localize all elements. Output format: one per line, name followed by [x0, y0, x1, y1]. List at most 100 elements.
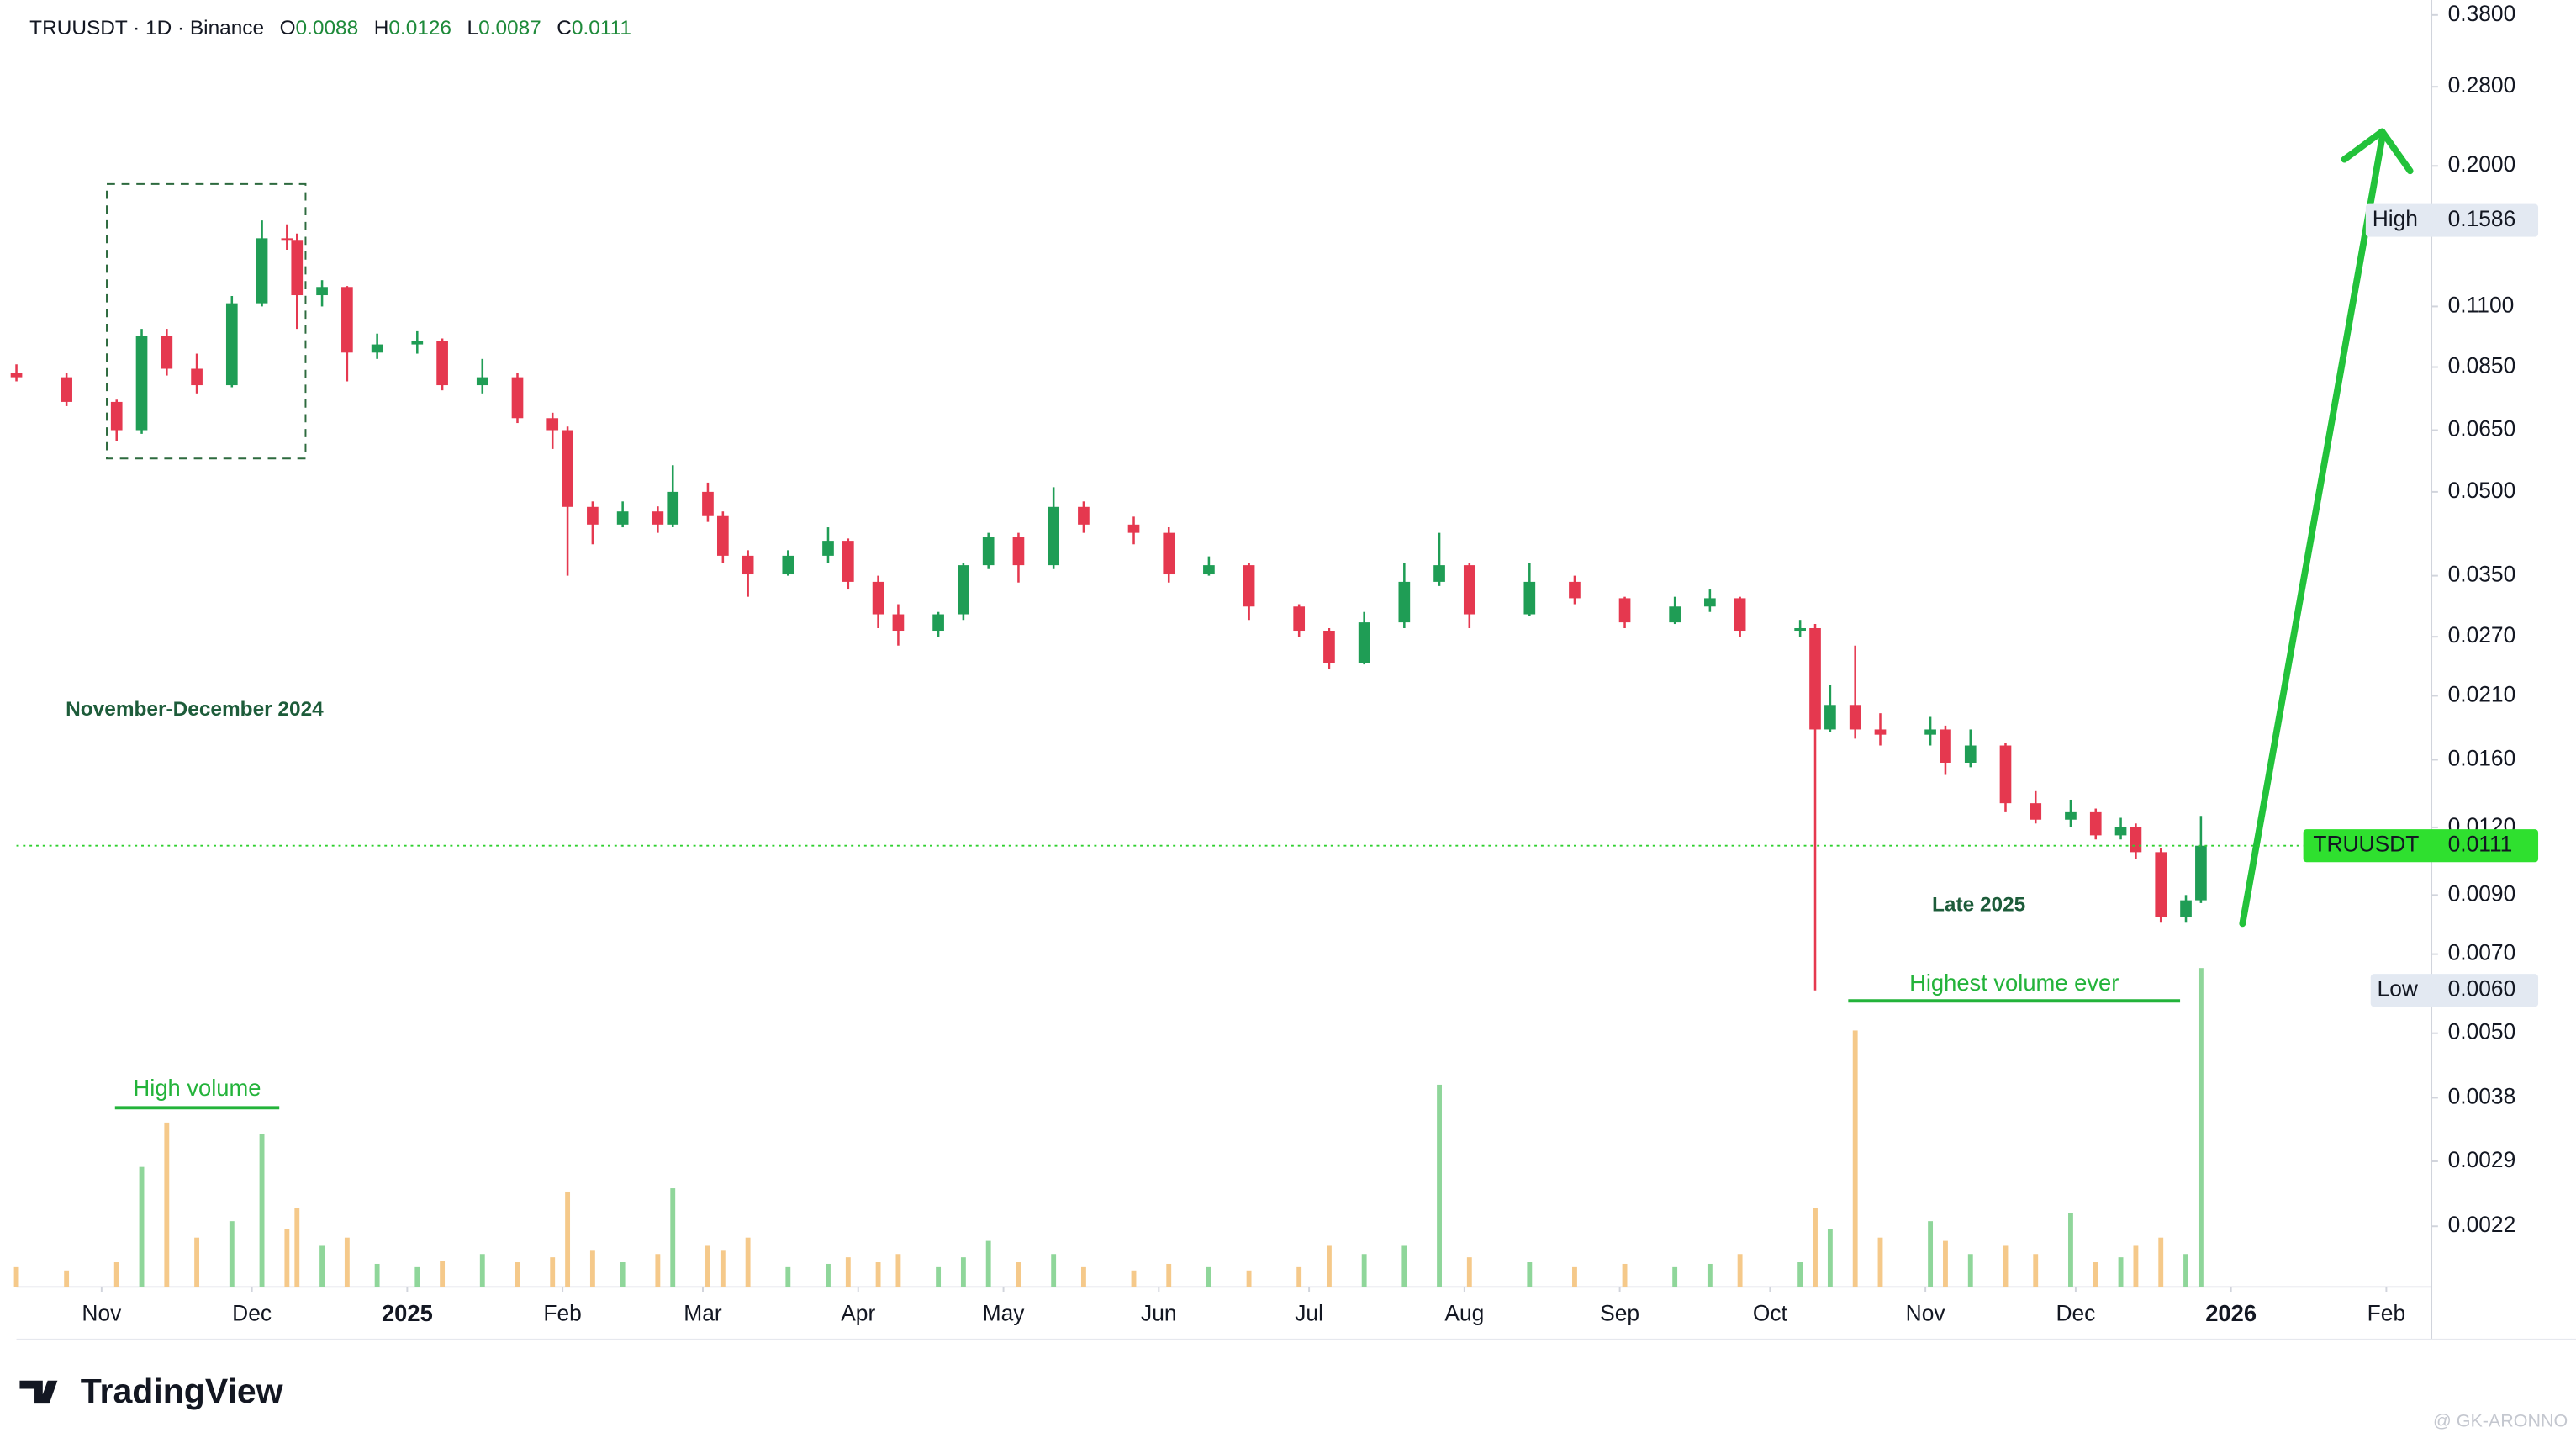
candle-body: [1203, 565, 1215, 575]
candle-body: [2065, 811, 2077, 820]
candle-body: [652, 511, 664, 525]
volume-bar: [2068, 1213, 2073, 1287]
volume-bar: [1166, 1263, 1172, 1287]
candle-body: [587, 506, 599, 525]
candle-body: [1523, 581, 1536, 615]
candle-body: [1618, 598, 1631, 623]
volume-bar: [1527, 1262, 1533, 1287]
volume-bar: [479, 1254, 485, 1287]
candle-body: [1794, 628, 1806, 632]
candle-body: [716, 515, 729, 556]
candle-body: [411, 341, 424, 345]
candle-body: [1048, 506, 1060, 566]
volume-bar: [960, 1257, 966, 1287]
candle-body: [1463, 565, 1475, 615]
volume-bar: [1401, 1245, 1407, 1287]
y-tick-label: 0.0500: [2448, 478, 2516, 503]
volume-bar: [1967, 1254, 1973, 1287]
candle-body: [1964, 745, 1977, 763]
volume-bar: [1928, 1221, 1934, 1287]
candle-body: [371, 344, 383, 353]
volume-bar: [550, 1257, 556, 1287]
annotation: Late 2025: [1932, 893, 2025, 916]
candle-body: [341, 287, 353, 353]
volume-bar: [13, 1266, 19, 1287]
price-label-value: 0.0060: [2448, 976, 2516, 1002]
volume-bar: [720, 1250, 726, 1287]
volume-bar: [1622, 1263, 1628, 1287]
y-tick-label: 0.0350: [2448, 562, 2516, 587]
volume-bar: [1466, 1257, 1472, 1287]
volume-bar: [1707, 1263, 1713, 1287]
volume-bar: [294, 1208, 300, 1287]
candle-body: [316, 287, 328, 296]
volume-bar: [1943, 1240, 1948, 1287]
candle-body: [616, 511, 629, 525]
candle-body: [1999, 745, 2012, 804]
volume-bar: [745, 1237, 751, 1287]
y-tick-label: 0.2000: [2448, 151, 2516, 177]
ohlc-value: 0.0088: [296, 18, 359, 40]
candle-body: [546, 418, 559, 431]
x-tick-label: Feb: [543, 1301, 581, 1326]
candle-body: [1163, 532, 1175, 575]
candle-body: [1924, 729, 1936, 735]
arrow-shaft: [2239, 135, 2386, 928]
candle-body: [2130, 827, 2142, 853]
volume-bar: [1437, 1084, 1442, 1287]
volume-bar: [1206, 1266, 1211, 1287]
volume-bar: [895, 1254, 901, 1287]
volume-bar: [1877, 1237, 1883, 1287]
volume-bar: [826, 1263, 831, 1287]
annotation: High volume: [134, 1075, 261, 1101]
candle-body: [61, 377, 72, 402]
candle-body: [562, 430, 573, 507]
candle-body: [476, 377, 488, 386]
x-tick-label: Dec: [232, 1301, 272, 1326]
volume-bar: [620, 1262, 626, 1287]
y-tick-label: 0.0050: [2448, 1019, 2516, 1044]
volume-bar: [1016, 1262, 1021, 1287]
volume-bar: [1246, 1270, 1252, 1287]
volume-bar: [374, 1263, 380, 1287]
ohlc-key: C: [557, 18, 572, 40]
candle-body: [110, 401, 123, 431]
x-tick-label: Mar: [684, 1301, 722, 1326]
candle-body: [822, 541, 834, 556]
volume-bar: [670, 1188, 676, 1287]
candle-body: [1824, 705, 1836, 730]
volume-bar: [936, 1266, 942, 1287]
x-tick-label: Jun: [1141, 1301, 1177, 1326]
volume-bar: [229, 1221, 235, 1287]
y-tick-label: 0.0022: [2448, 1212, 2516, 1237]
candle-body: [892, 614, 905, 632]
annotation: Highest volume ever: [1909, 970, 2119, 996]
volume-bar: [785, 1266, 791, 1287]
candle-body: [782, 555, 794, 575]
volume-bar: [705, 1245, 710, 1287]
volume-bar: [1813, 1208, 1818, 1287]
candle-body: [1569, 581, 1581, 599]
ohlc-key: L: [467, 18, 479, 40]
x-tick-label: Feb: [2367, 1301, 2405, 1326]
arrow-head: [2341, 128, 2414, 175]
price-label-value: 0.0111: [2448, 832, 2513, 857]
volume-bar: [1296, 1266, 1302, 1287]
candle-body: [932, 614, 944, 632]
brand-logo: TradingView: [19, 1372, 283, 1410]
y-tick-label: 0.1100: [2448, 292, 2515, 317]
volume-bar: [1131, 1270, 1137, 1287]
volume-bar: [2198, 968, 2204, 1287]
x-tick-label: Nov: [1906, 1301, 1946, 1326]
candle-body: [842, 541, 854, 582]
candle-body: [225, 303, 238, 386]
plot: [10, 220, 2207, 1287]
y-tick-label: 0.0029: [2448, 1147, 2516, 1172]
candle-body: [436, 341, 448, 386]
ohlc-value: 0.0111: [572, 18, 631, 40]
candle-body: [1323, 631, 1335, 663]
volume-bar: [1361, 1254, 1367, 1287]
y-tick-label: 0.2800: [2448, 72, 2516, 98]
x-tick-label: 2026: [2205, 1300, 2257, 1326]
y-tick-label: 0.0090: [2448, 880, 2516, 906]
